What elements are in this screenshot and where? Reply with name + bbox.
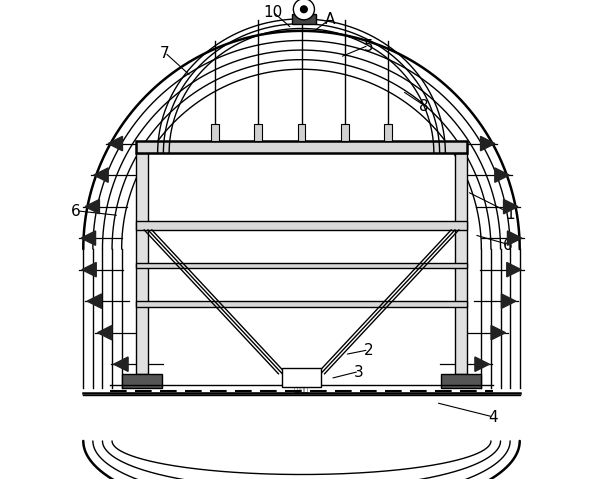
Polygon shape: [495, 168, 509, 183]
Circle shape: [293, 0, 314, 21]
Polygon shape: [82, 263, 96, 277]
Bar: [298, 125, 305, 142]
Polygon shape: [504, 200, 518, 215]
Bar: [136, 154, 148, 374]
Bar: [136, 263, 467, 269]
Text: 1: 1: [505, 206, 515, 221]
Bar: [254, 125, 262, 142]
Text: 4: 4: [488, 409, 498, 425]
Polygon shape: [108, 137, 122, 152]
Text: 轨道中线: 轨道中线: [294, 386, 309, 392]
Polygon shape: [98, 326, 112, 340]
Bar: [211, 125, 219, 142]
Polygon shape: [508, 231, 522, 246]
Polygon shape: [481, 137, 495, 152]
Bar: [341, 125, 349, 142]
Text: A: A: [325, 12, 335, 27]
Circle shape: [300, 7, 308, 13]
Text: 3: 3: [354, 364, 364, 379]
Bar: [136, 142, 467, 154]
Polygon shape: [81, 231, 95, 246]
Text: 2: 2: [364, 343, 373, 358]
Text: 6: 6: [71, 204, 81, 219]
Bar: [122, 374, 162, 388]
Text: 5: 5: [364, 39, 373, 54]
Polygon shape: [475, 357, 489, 372]
Polygon shape: [94, 168, 108, 183]
Polygon shape: [491, 326, 505, 340]
Polygon shape: [114, 357, 128, 372]
Text: 10: 10: [263, 5, 282, 20]
Polygon shape: [507, 263, 521, 277]
Polygon shape: [502, 294, 516, 309]
Bar: [282, 368, 321, 387]
Text: 7: 7: [160, 46, 169, 61]
Polygon shape: [87, 294, 101, 309]
Bar: [441, 374, 481, 388]
Polygon shape: [85, 200, 99, 215]
Text: 8: 8: [419, 98, 429, 113]
Bar: [455, 154, 467, 374]
Text: 6: 6: [503, 237, 513, 252]
Bar: [136, 222, 467, 230]
Bar: [384, 125, 392, 142]
Bar: [292, 15, 316, 24]
Bar: [136, 301, 467, 307]
